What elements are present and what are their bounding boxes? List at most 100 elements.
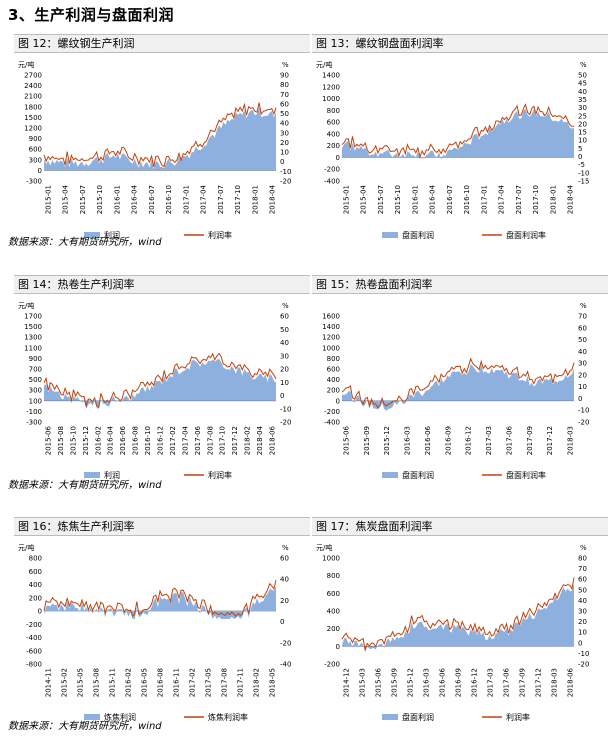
y-tick-label: 800 [29, 555, 42, 563]
x-tick-label: 2016-04 [131, 184, 139, 214]
x-tick-label: 2018-02 [244, 426, 252, 455]
y-tick-label: -300 [26, 178, 42, 186]
x-tick-label: 2016-10 [144, 426, 152, 455]
y-tick-label: -800 [26, 661, 42, 669]
y-tick-label: 2700 [24, 72, 42, 80]
y2-tick-label: 20 [578, 120, 587, 128]
x-tick-label: 2015-10 [69, 426, 77, 455]
y2-tick-label: 70 [578, 313, 587, 321]
x-tick-label: 2017-06 [194, 425, 202, 455]
y2-tick-label: 60 [578, 324, 587, 332]
y-tick-label: 600 [29, 146, 42, 154]
x-tick-label: 2017-08 [206, 426, 214, 455]
y-tick-label: 200 [327, 387, 340, 395]
x-tick-label: 2017-12 [546, 426, 554, 455]
y2-tick-label: -10 [578, 650, 589, 658]
x-tick-label: 2016-06 [119, 425, 127, 455]
y-tick-label: 100 [29, 397, 42, 405]
series-line-margin-rate [43, 352, 277, 409]
y-tick-label: 300 [29, 387, 42, 395]
y2-tick-label: 70 [280, 91, 289, 99]
figure-title: 图 16：炼焦生产利润率 [14, 517, 310, 536]
legend-swatch-area [84, 714, 100, 720]
x-tick-label: 2017-03 [485, 426, 493, 455]
chart-rebar-production-profit: 元/吨 %2700240021001800150012009006003000-3… [18, 60, 291, 240]
y-tick-label: 1200 [322, 83, 340, 91]
legend-swatch-area [382, 472, 398, 478]
legend-label: 炼焦利润 [104, 712, 136, 722]
x-tick-label: 2016-12 [465, 426, 473, 455]
y-tick-label: 700 [29, 366, 42, 374]
series-area-profit [44, 586, 276, 619]
y2-tick-label: 10 [578, 383, 587, 391]
x-tick-label: 2016-10 [165, 185, 173, 214]
y-tick-label: 0 [336, 643, 340, 651]
y2-tick-label: 0 [280, 392, 284, 400]
y2-tick-label: 50 [280, 110, 289, 118]
y2-tick-label: 0 [280, 618, 284, 626]
y-tick-label: 1700 [24, 313, 42, 321]
x-tick-label: 2017-07 [217, 185, 225, 214]
x-tick-label: 2016-01 [411, 185, 419, 214]
x-tick-label: 2015-11 [109, 668, 117, 697]
y-tick-label: 200 [327, 625, 340, 633]
y-tick-label: 400 [327, 376, 340, 384]
figure-13: 图 13：螺纹钢盘面利润率 元/吨% 1400 1200 1000 800 600 400 2… [312, 34, 608, 250]
y2-tick-label: 50 [578, 336, 587, 344]
y-tick-label: 400 [29, 581, 42, 589]
x-tick-label: 2016-04 [429, 184, 437, 214]
x-tick-label: 2015-09 [391, 668, 399, 697]
x-tick-label: 2018-04 [567, 184, 575, 214]
x-tick-label: 2016-12 [471, 668, 479, 697]
y2-tick-label: 5 [578, 145, 582, 153]
x-tick-label: 2015-08 [57, 426, 65, 455]
x-tick-label: 2017-05 [205, 668, 213, 697]
y-tick-label: 2100 [24, 93, 42, 101]
y2-tick-label: 20 [280, 139, 289, 147]
y-axis-unit: 元/吨 [316, 60, 332, 69]
series-area-profit [342, 582, 574, 652]
x-tick-label: 2017-02 [189, 668, 197, 697]
y2-tick-label: -10 [578, 407, 589, 415]
y2-tick-label: 40 [578, 88, 587, 96]
y2-tick-label: 20 [578, 371, 587, 379]
y2-tick-label: 45 [578, 80, 587, 88]
y-tick-label: -100 [26, 408, 42, 416]
y-tick-label: 1800 [24, 103, 42, 111]
x-tick-label: 2016-08 [132, 426, 140, 455]
series-area-profit [44, 106, 276, 171]
x-tick-label: 2018-01 [251, 185, 259, 214]
x-tick-label: 2017-01 [480, 185, 488, 214]
x-tick-label: 2016-09 [455, 668, 463, 697]
x-tick-label: 2015-01 [343, 185, 351, 214]
y2-axis-unit: % [580, 61, 587, 69]
figure-16: 图 16：炼焦生产利润率 元/吨% 800 600 400 200 0 -200 -400 -6… [14, 517, 310, 732]
y2-axis-unit: % [282, 302, 289, 310]
y-tick-label: -300 [26, 419, 42, 427]
series-area-profit [342, 363, 574, 411]
x-tick-label: 2014-12 [343, 668, 351, 697]
y-tick-label: 0 [38, 608, 42, 616]
series-line-margin-rate [43, 102, 277, 168]
y-tick-label: 1000 [322, 344, 340, 352]
y2-tick-label: 70 [578, 565, 587, 573]
x-tick-label: 2018-02 [253, 668, 261, 697]
legend-swatch-area [84, 472, 100, 478]
y-tick-label: -200 [324, 661, 340, 669]
y2-tick-label: 0 [578, 153, 582, 161]
y-tick-label: 200 [29, 594, 42, 602]
y-tick-label: 800 [327, 572, 340, 580]
chart-coking-production-profit: 元/吨 %8006004002000-200-400-600-8006040200… [18, 543, 291, 722]
x-tick-label: 2017-08 [221, 668, 229, 697]
x-tick-label: 2016-06 [424, 425, 432, 455]
y-tick-label: 300 [29, 156, 42, 164]
y-tick-label: 1600 [322, 313, 340, 321]
y2-tick-label: -15 [578, 178, 589, 186]
y-tick-label: 1200 [322, 334, 340, 342]
x-tick-label: 2018-04 [269, 184, 277, 214]
y-axis-unit: 元/吨 [18, 60, 34, 69]
x-tick-label: 2016-07 [446, 185, 454, 214]
y-tick-label: -400 [26, 634, 42, 642]
y-tick-label: 400 [327, 130, 340, 138]
x-tick-label: 2017-03 [487, 668, 495, 697]
